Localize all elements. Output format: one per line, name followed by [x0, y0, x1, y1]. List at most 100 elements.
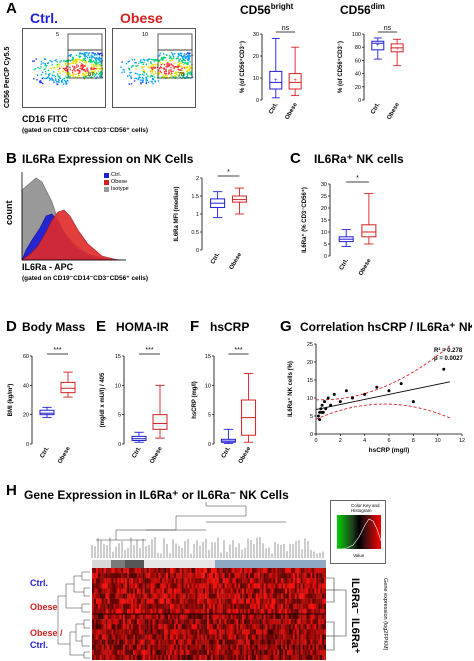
flow-dot: [73, 59, 75, 62]
heatmap-cell: [185, 619, 188, 625]
heatmap-cell: [156, 619, 159, 625]
right-row-dendrogram: [326, 577, 347, 651]
heatmap-cell: [121, 573, 124, 579]
flow-dot: [74, 67, 76, 69]
heatmap-cell: [95, 634, 99, 640]
heatmap-cell: [290, 578, 294, 584]
heatmap-cell: [228, 619, 231, 625]
flow-dot: [123, 69, 125, 71]
heatmap-cell: [175, 644, 178, 650]
heatmap-cell: [195, 573, 198, 579]
flow-dot: [179, 58, 181, 60]
heatmap-cell: [310, 608, 313, 615]
heatmap-cell: [193, 578, 196, 584]
heatmap-cell: [105, 639, 108, 645]
heatmap-cell: [173, 654, 177, 660]
heatmap-cell: [162, 608, 165, 615]
heatmap-cell: [287, 568, 290, 574]
heatmap-cell: [226, 583, 229, 589]
heatmap-cell: [308, 624, 311, 630]
heatmap-cell: [97, 614, 100, 620]
heatmap-cell: [249, 649, 253, 656]
heatmap-cell: [318, 624, 321, 630]
panel-a-obese-label: Obese: [120, 10, 163, 26]
heatmap-cell: [312, 608, 315, 615]
flow-dot: [180, 54, 182, 57]
flow-dot: [97, 62, 99, 64]
heatmap-cell: [148, 568, 151, 574]
heatmap-cell: [275, 639, 278, 645]
heatmap-cell: [210, 608, 214, 615]
heatmap-cell: [121, 608, 124, 615]
heatmap-cell: [136, 588, 139, 594]
heatmap-cell: [154, 634, 157, 640]
heatmap-cell: [125, 639, 128, 645]
flow-dot: [60, 60, 63, 62]
heatmap-cell: [99, 654, 102, 660]
panel-b-letter: B: [6, 150, 17, 167]
heatmap-cell: [271, 573, 274, 579]
heatmap-cell: [218, 654, 221, 660]
flow-dot: [174, 53, 176, 55]
heatmap-cell: [242, 634, 245, 640]
cd56-dim-title-sup: dim: [370, 2, 385, 11]
flow-dot: [84, 57, 86, 59]
flow-dot: [190, 73, 192, 76]
flow-dot: [79, 52, 82, 55]
heatmap-cell: [296, 634, 299, 640]
flow-dot: [81, 67, 83, 69]
gene-expression-side-note: Gene expression (log2FPKM): [382, 578, 388, 651]
heatmap-cell: [173, 629, 177, 635]
heatmap-cell: [224, 583, 227, 589]
heatmap-cell: [234, 649, 237, 656]
heatmap-cell: [222, 588, 225, 594]
flow-dot: [150, 67, 153, 69]
flow-dot: [83, 55, 86, 57]
heatmap-cell: [127, 629, 130, 635]
flow-dot: [99, 76, 102, 78]
flow-dot: [39, 67, 41, 70]
heatmap-cell: [183, 608, 186, 615]
heatmap-cell: [93, 568, 97, 574]
flow-dot: [91, 55, 93, 57]
heatmap-cell: [171, 573, 175, 579]
heatmap-cell: [246, 654, 249, 660]
heatmap-cell: [316, 593, 319, 599]
flow-dot: [91, 72, 93, 74]
heatmap-cell: [160, 619, 163, 625]
heatmap-cell: [191, 644, 194, 650]
heatmap-cell: [115, 608, 118, 615]
heatmap-cell: [179, 624, 182, 630]
heatmap-cell: [166, 654, 169, 660]
heatmap-cell: [261, 654, 264, 660]
heatmap-cell: [197, 639, 200, 645]
heatmap-cell: [177, 649, 180, 656]
flow-dot: [82, 63, 84, 66]
heatmap-cell: [113, 639, 116, 645]
heatmap-cell: [160, 634, 163, 640]
heatmap-cell: [171, 614, 175, 620]
flow-dot: [63, 77, 65, 80]
heatmap-cell: [222, 608, 225, 615]
heatmap-cell: [185, 629, 188, 635]
heatmap-cell: [189, 608, 192, 615]
heatmap-cell: [134, 624, 138, 630]
flow-dot: [173, 67, 175, 70]
flow-dot: [92, 52, 95, 54]
heatmap-cell: [181, 624, 184, 630]
heatmap-cell: [263, 568, 266, 574]
heatmap-cell: [193, 603, 196, 610]
y-axis-label: IL6Ra MFI (median): [174, 186, 180, 241]
flow-dot: [180, 72, 182, 74]
heatmap-cell: [129, 654, 132, 660]
heatmap-cell: [248, 593, 251, 599]
heatmap-cell: [105, 634, 108, 640]
heatmap-cell: [285, 598, 288, 604]
heatmap-cell: [197, 583, 200, 589]
heatmap-cell: [283, 614, 286, 620]
heatmap-cell: [248, 568, 251, 574]
flow-dot: [51, 63, 53, 66]
flow-dot: [42, 82, 44, 85]
heatmap-cell: [238, 634, 241, 640]
y-axis-label: % (of CD56⁺CD3⁻): [337, 41, 344, 93]
